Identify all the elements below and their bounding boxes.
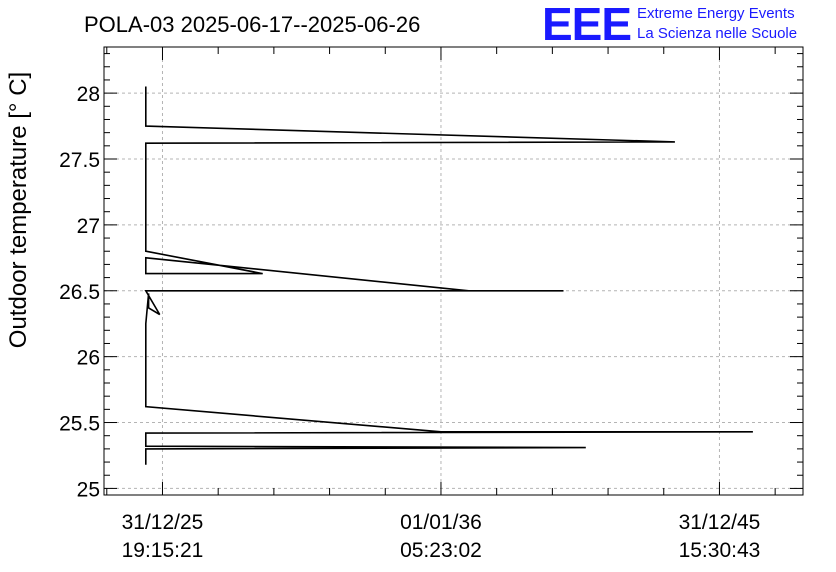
chart-title: POLA-03 2025-06-17--2025-06-26 bbox=[84, 12, 420, 37]
grid bbox=[104, 47, 803, 495]
y-tick-label: 27.5 bbox=[59, 149, 100, 172]
eee-logo: EEE bbox=[542, 0, 631, 50]
x-tick-label-date: 31/12/45 bbox=[679, 511, 761, 534]
x-tick-label-date: 01/01/36 bbox=[400, 511, 482, 534]
y-tick-label: 25.5 bbox=[59, 413, 100, 436]
series-line-0 bbox=[144, 86, 753, 465]
series-layer bbox=[144, 86, 753, 465]
brand-line-1: Extreme Energy Events bbox=[637, 5, 795, 22]
y-tick-label: 28 bbox=[77, 83, 100, 106]
y-tick-labels: 25 25.5 26 26.5 27 27.5 28 bbox=[59, 83, 100, 501]
y-tick-label: 27 bbox=[77, 215, 100, 238]
x-tick-labels: 31/12/25 19:15:21 01/01/36 05:23:02 31/12/45… bbox=[122, 511, 761, 562]
plot-frame bbox=[103, 46, 804, 496]
x-tick-label-time: 05:23:02 bbox=[400, 539, 482, 562]
y-tick-label: 26 bbox=[77, 347, 100, 370]
x-tick-label-date: 31/12/25 bbox=[122, 511, 204, 534]
x-tick-label-time: 15:30:43 bbox=[679, 539, 761, 562]
axis-ticks bbox=[104, 47, 803, 495]
y-tick-label: 25 bbox=[77, 478, 100, 501]
brand-line-2: La Scienza nelle Scuole bbox=[637, 25, 797, 42]
x-tick-label-time: 19:15:21 bbox=[122, 539, 204, 562]
y-tick-label: 26.5 bbox=[59, 281, 100, 304]
y-axis-title: Outdoor temperature [° C] bbox=[5, 72, 32, 348]
eee-brand: EEE Extreme Energy Events La Scienza nel… bbox=[542, 0, 797, 50]
